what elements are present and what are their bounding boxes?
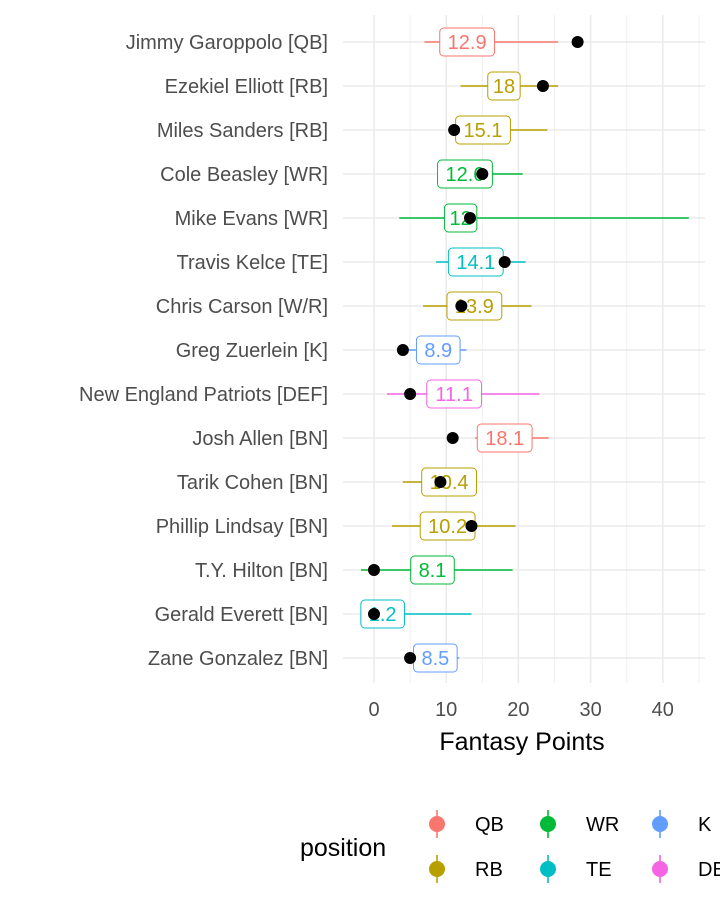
legend-item: TE [540, 855, 612, 883]
projection-value: 11.1 [435, 384, 472, 406]
player-label: Zane Gonzalez [BN] [148, 648, 328, 670]
legend-key-dot [540, 816, 556, 832]
projection-label-box [446, 291, 503, 321]
projection-value: 14.1 [456, 252, 495, 274]
actual-point [404, 388, 417, 400]
projection-labels: 12.9 18 15.1 12.6 12 14.1 13.9 8.9 11.1 18.1 10.4 1… [360, 27, 533, 673]
player-label: Tarik Cohen [BN] [177, 472, 328, 494]
projection-label-box [437, 159, 493, 189]
legend-label: WR [586, 814, 619, 836]
legend-item: K [652, 810, 712, 838]
actual-point [434, 476, 447, 488]
y-axis-labels: Jimmy Garoppolo [QB] Ezekiel Elliott [RB]… [79, 32, 328, 670]
actual-point [498, 256, 511, 268]
projection-label: 10.2 [419, 511, 476, 541]
projection-label-box [360, 599, 405, 629]
x-tick-label: 30 [579, 699, 601, 721]
projection-value: 15.1 [464, 120, 503, 142]
projection-label: 8.1 [410, 555, 455, 585]
player-label: Phillip Lindsay [BN] [156, 516, 328, 538]
projection-label-box [426, 379, 483, 409]
x-tick-label: 0 [368, 699, 379, 721]
projection-label-box [421, 467, 477, 497]
x-tick-label: 40 [652, 699, 674, 721]
legend-key-dot [652, 816, 668, 832]
projection-label: 15.1 [455, 115, 511, 145]
actual-point [464, 212, 477, 224]
actual-point [476, 168, 489, 180]
projection-label: 14.1 [447, 247, 504, 277]
projection-label: 18 [487, 71, 521, 101]
projection-label-box [476, 423, 533, 453]
legend-label: K [698, 814, 712, 836]
actual-point [368, 608, 380, 620]
player-label: Josh Allen [BN] [192, 428, 328, 450]
player-label: Jimmy Garoppolo [QB] [126, 32, 328, 54]
projection-value: 12.9 [448, 32, 487, 54]
player-label: T.Y. Hilton [BN] [195, 560, 328, 582]
actual-point [446, 432, 459, 444]
projection-label: 11.1 [426, 379, 483, 409]
player-label: Miles Sanders [RB] [157, 120, 328, 142]
actual-point [368, 564, 380, 576]
projection-value: 18 [493, 76, 515, 98]
legend-label: QB [475, 814, 504, 836]
projection-label: 10.4 [421, 467, 477, 497]
player-label: Greg Zuerlein [K] [176, 340, 328, 362]
actual-point [536, 80, 549, 92]
actual-point [465, 520, 478, 532]
legend-item: QB [429, 810, 504, 838]
actual-point [396, 344, 409, 356]
projection-value: 12.6 [446, 164, 485, 186]
x-axis-title: Fantasy Points [439, 728, 604, 756]
projection-label-box [487, 71, 521, 101]
projection-label: 12.9 [439, 27, 496, 57]
player-label: New England Patriots [DEF] [79, 384, 328, 406]
actual-point [448, 124, 461, 136]
projection-label: 12 [443, 203, 478, 233]
legend-item: DEF [652, 855, 720, 883]
player-label: Chris Carson [W/R] [156, 296, 328, 318]
player-label: Cole Beasley [WR] [160, 164, 328, 186]
legend-item: WR [540, 810, 619, 838]
actual-point [455, 300, 468, 312]
projection-label-box [443, 203, 478, 233]
projection-label-box [410, 555, 455, 585]
legend-item: RB [429, 855, 503, 883]
legend-label: RB [475, 859, 503, 881]
legend-label: DEF [698, 859, 720, 881]
x-tick-label: 20 [507, 699, 529, 721]
player-label: Travis Kelce [TE] [176, 252, 328, 274]
legend-key-dot [540, 861, 556, 877]
projection-label: 18.1 [476, 423, 533, 453]
actual-point [404, 652, 417, 664]
legend-key-dot [429, 861, 445, 877]
legend-key-dot [652, 861, 668, 877]
projection-value: 8.9 [424, 340, 452, 362]
projection-value: 18.1 [485, 428, 524, 450]
projection-label: 1.2 [360, 599, 405, 629]
legend-label: TE [586, 859, 612, 881]
projection-label: 8.9 [415, 335, 461, 365]
x-tick-label: 10 [435, 699, 457, 721]
projection-label: 13.9 [446, 291, 503, 321]
player-label: Ezekiel Elliott [RB] [165, 76, 328, 98]
player-label: Mike Evans [WR] [175, 208, 328, 230]
projection-value: 10.2 [428, 516, 467, 538]
legend-title: position [300, 834, 386, 862]
projection-label: 12.6 [437, 159, 493, 189]
projection-value: 8.1 [419, 560, 447, 582]
projection-label-box [415, 335, 461, 365]
legend-key-dot [429, 816, 445, 832]
x-axis-ticks: 0 10 20 30 40 [368, 699, 673, 721]
actual-point [571, 36, 584, 48]
projection-value: 8.5 [421, 648, 449, 670]
player-label: Gerald Everett [BN] [155, 604, 328, 626]
legend: position QB RB WR TE K DEF [300, 810, 720, 883]
projection-label-box [439, 27, 496, 57]
actual-points [368, 36, 584, 664]
projection-label: 8.5 [413, 643, 458, 673]
